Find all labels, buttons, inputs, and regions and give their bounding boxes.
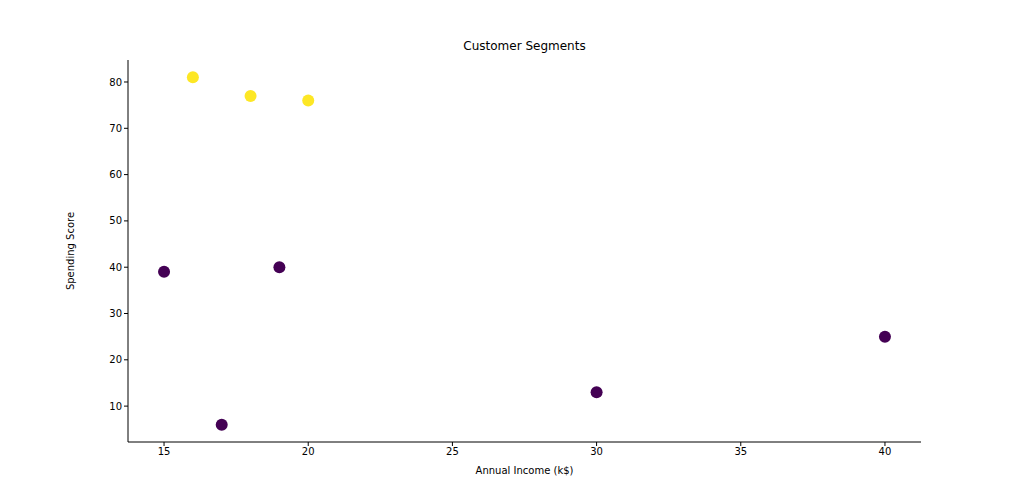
svg-text:70: 70 [109,123,122,134]
html-text:Customer Segments: Customer Segments [463,39,586,53]
svg-text:25: 25 [446,446,459,457]
svg-text:40: 40 [109,262,122,273]
svg-text:Spending Score: Spending Score [65,212,76,290]
svg-text:20: 20 [302,446,315,457]
svg-text:15: 15 [158,446,171,457]
svg-text:30: 30 [109,308,122,319]
svg-text:80: 80 [109,77,122,88]
svg-text:Annual Income (k$): Annual Income (k$) [476,465,574,476]
svg-text:30: 30 [590,446,603,457]
svg-text:60: 60 [109,169,122,180]
svg-text:10: 10 [109,401,122,412]
svg-text:20: 20 [109,354,122,365]
svg-text:50: 50 [109,215,122,226]
svg-text:35: 35 [734,446,747,457]
svg-text:40: 40 [879,446,892,457]
